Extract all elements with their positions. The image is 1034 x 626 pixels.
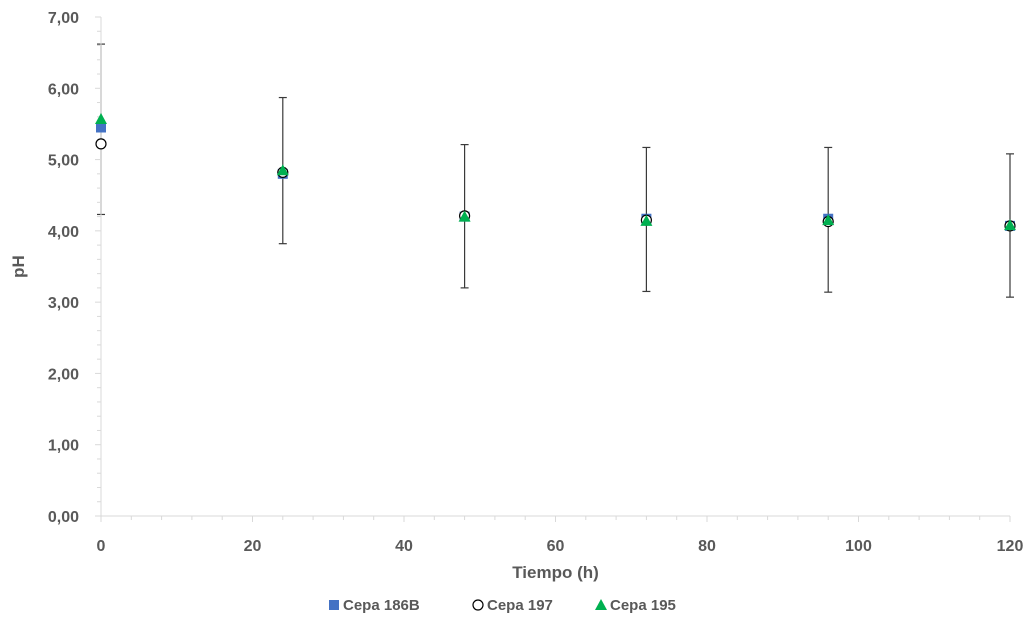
- point-series-2: [95, 138, 107, 150]
- point-series-3: [276, 164, 289, 176]
- x-tick-label: 40: [395, 538, 413, 555]
- legend-label: Cepa 186B: [343, 597, 420, 614]
- x-tick-label: 20: [244, 538, 262, 555]
- point-series-3: [95, 112, 107, 124]
- y-tick-labels: 0,00 1,00 2,00 3,00 4,00 5,00 6,00 7,00: [48, 10, 79, 526]
- error-bars: [97, 43, 1014, 298]
- legend-label: Cepa 195: [610, 597, 676, 614]
- y-tick-label: 0,00: [48, 509, 79, 526]
- point-series-3: [1004, 219, 1016, 231]
- x-tick-labels: 0 20 40 60 80 100 120: [97, 538, 1024, 555]
- x-tick-label: 120: [997, 538, 1024, 555]
- x-tick-label: 60: [547, 538, 565, 555]
- x-tick-label: 0: [97, 538, 106, 555]
- y-tick-label: 7,00: [48, 10, 79, 27]
- legend-marker-2: [472, 599, 484, 611]
- legend: Cepa 186B Cepa 197 Cepa 195: [329, 597, 676, 614]
- y-tick-label: 1,00: [48, 438, 79, 455]
- y-tick-label: 6,00: [48, 81, 79, 98]
- legend-marker-1: [329, 600, 339, 610]
- point-series-1: [96, 122, 106, 133]
- axes: [95, 16, 1011, 522]
- data-markers: [95, 112, 1016, 232]
- y-tick-label: 2,00: [48, 366, 79, 383]
- point-series-3: [822, 214, 835, 226]
- point-series-3: [640, 214, 653, 226]
- y-tick-label: 4,00: [48, 224, 79, 241]
- y-axis-title: pH: [9, 255, 28, 278]
- y-tick-label: 3,00: [48, 295, 79, 312]
- x-tick-label: 100: [845, 538, 872, 555]
- x-tick-label: 80: [698, 538, 716, 555]
- point-series-3: [458, 210, 471, 222]
- x-axis-title: Tiempo (h): [512, 563, 599, 582]
- y-tick-label: 5,00: [48, 153, 79, 170]
- legend-marker-3: [595, 599, 607, 610]
- legend-label: Cepa 197: [487, 597, 553, 614]
